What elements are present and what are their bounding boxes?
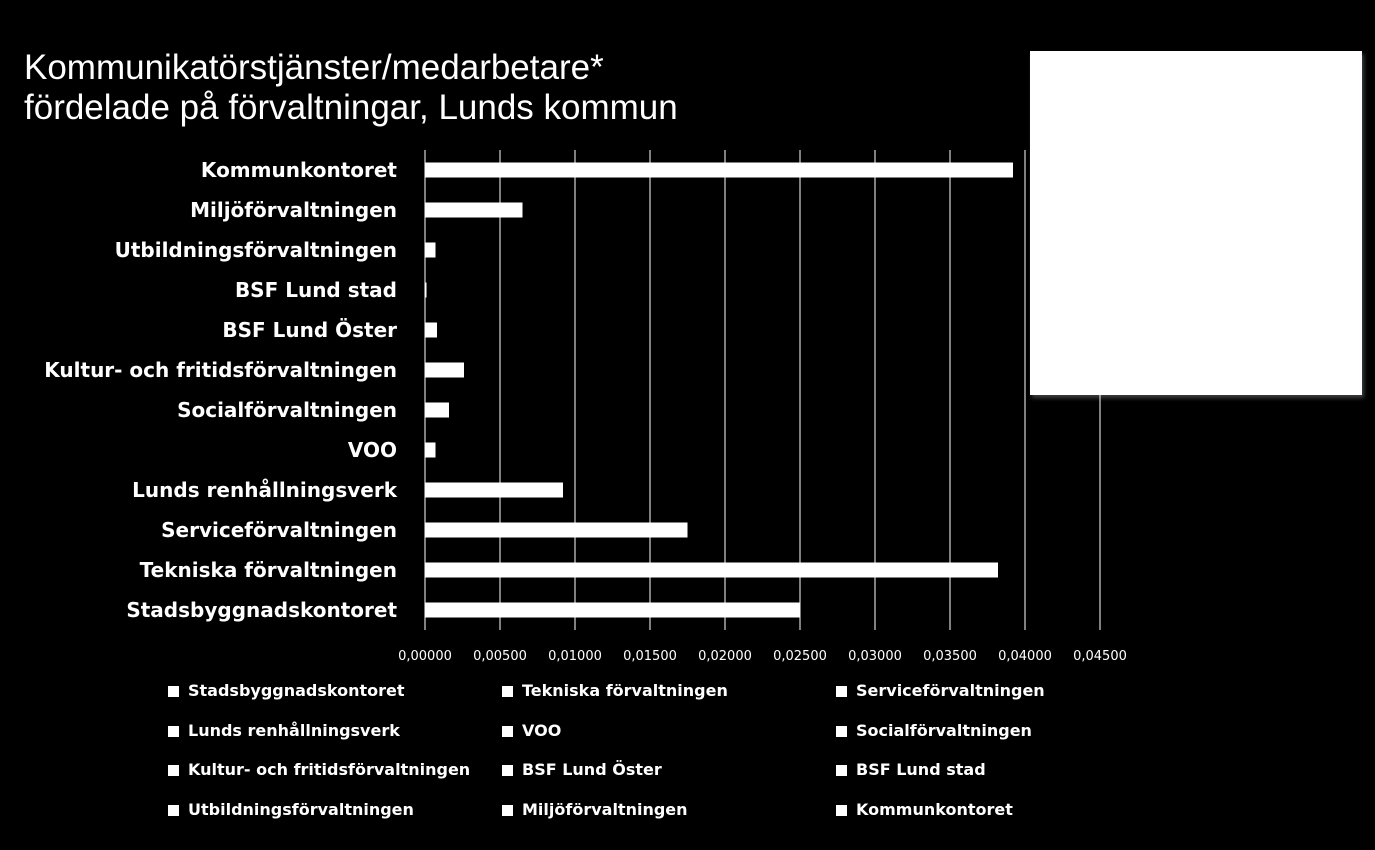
bar — [425, 522, 688, 538]
legend-item: Serviceförvaltningen — [836, 680, 1068, 720]
legend-label: VOO — [522, 720, 562, 740]
legend-item: Socialförvaltningen — [836, 720, 1068, 760]
bar — [425, 162, 1013, 178]
legend-swatch — [502, 765, 513, 776]
category-label: Kultur- och fritidsförvaltningen — [44, 358, 397, 382]
legend-swatch — [168, 804, 179, 816]
x-tick-label: 0,02000 — [698, 649, 752, 664]
category-label: BSF Lund stad — [235, 278, 397, 302]
legend-item: Lunds renhållningsverk — [168, 720, 502, 760]
x-tick-label: 0,02500 — [773, 649, 827, 664]
x-tick-label: 0,04000 — [998, 649, 1052, 664]
category-label: Kommunkontoret — [201, 158, 398, 182]
x-tick-label: 0,03000 — [848, 649, 902, 664]
chart-title: Kommunikatörstjänster/medarbetare* förde… — [24, 48, 984, 128]
bar — [425, 282, 427, 298]
legend-label: Serviceförvaltningen — [856, 681, 1045, 700]
category-label: BSF Lund Öster — [222, 318, 397, 342]
legend-swatch — [836, 686, 847, 697]
category-label: VOO — [348, 438, 397, 462]
bar-chart: Kommunkontoret Miljöförvaltningen Utbildni… — [44, 150, 1127, 664]
chart-legend: Stadsbyggnadskontoret Tekniska förvaltnin… — [168, 680, 1068, 838]
grid-lines — [424, 150, 1101, 630]
category-label: Socialförvaltningen — [177, 398, 397, 422]
legend-label: Kultur- och fritidsförvaltningen — [188, 760, 471, 779]
legend-item: Utbildningsförvaltningen — [168, 799, 502, 839]
x-tick-label: 0,00000 — [398, 649, 452, 664]
legend-swatch — [502, 725, 513, 737]
legend-label: Utbildningsförvaltningen — [188, 799, 414, 819]
chart-title-line-2: fördelade på förvaltningar, Lunds kommun — [24, 88, 678, 127]
legend-swatch — [502, 686, 513, 697]
x-tick-label: 0,00500 — [473, 649, 527, 664]
bar — [425, 562, 998, 578]
bars — [425, 162, 1013, 618]
legend-label: Kommunkontoret — [856, 799, 1013, 819]
legend-item: Miljöförvaltningen — [502, 799, 836, 839]
legend-swatch — [836, 725, 847, 737]
category-label: Stadsbyggnadskontoret — [126, 598, 397, 622]
bar — [425, 442, 436, 458]
category-label: Tekniska förvaltningen — [140, 558, 397, 582]
legend-item: Kultur- och fritidsförvaltningen — [168, 759, 502, 799]
legend-item: Tekniska förvaltningen — [502, 680, 836, 720]
legend-item: BSF Lund Öster — [502, 759, 836, 799]
legend-item: VOO — [502, 720, 836, 760]
bar — [425, 322, 437, 338]
legend-label: Socialförvaltningen — [856, 720, 1032, 740]
legend-swatch — [168, 725, 179, 737]
category-label: Serviceförvaltningen — [161, 518, 397, 542]
legend-label: Miljöförvaltningen — [522, 799, 688, 819]
legend-label: BSF Lund Öster — [522, 760, 662, 779]
x-tick-label: 0,01500 — [623, 649, 677, 664]
legend-item: Stadsbyggnadskontoret — [168, 680, 502, 720]
legend-item: Kommunkontoret — [836, 799, 1068, 839]
legend-label: Tekniska förvaltningen — [522, 681, 728, 700]
bar — [425, 202, 523, 218]
category-labels: Kommunkontoret Miljöförvaltningen Utbildni… — [44, 158, 397, 622]
category-label: Miljöförvaltningen — [190, 198, 397, 222]
chart-title-line-1: Kommunikatörstjänster/medarbetare* — [24, 48, 604, 87]
legend-label: Lunds renhållningsverk — [188, 720, 400, 740]
category-label: Lunds renhållningsverk — [132, 478, 398, 502]
legend-item: BSF Lund stad — [836, 759, 1068, 799]
bar — [425, 402, 449, 418]
legend-label: BSF Lund stad — [856, 760, 986, 779]
x-tick-label: 0,03500 — [923, 649, 977, 664]
blank-overlay-box — [1030, 51, 1362, 395]
legend-swatch — [502, 804, 513, 816]
x-tick-label: 0,01000 — [548, 649, 602, 664]
bar — [425, 602, 800, 618]
legend-swatch — [836, 804, 847, 816]
legend-label: Stadsbyggnadskontoret — [188, 681, 405, 700]
x-tick-label: 0,04500 — [1073, 649, 1127, 664]
bar — [425, 482, 563, 498]
bar — [425, 242, 436, 258]
legend-swatch — [836, 765, 847, 776]
legend-swatch — [168, 686, 179, 697]
category-label: Utbildningsförvaltningen — [115, 238, 397, 262]
bar — [425, 362, 464, 378]
x-axis-tick-labels: 0,00000 0,00500 0,01000 0,01500 0,02000 0,025… — [398, 649, 1127, 664]
legend-swatch — [168, 765, 179, 776]
